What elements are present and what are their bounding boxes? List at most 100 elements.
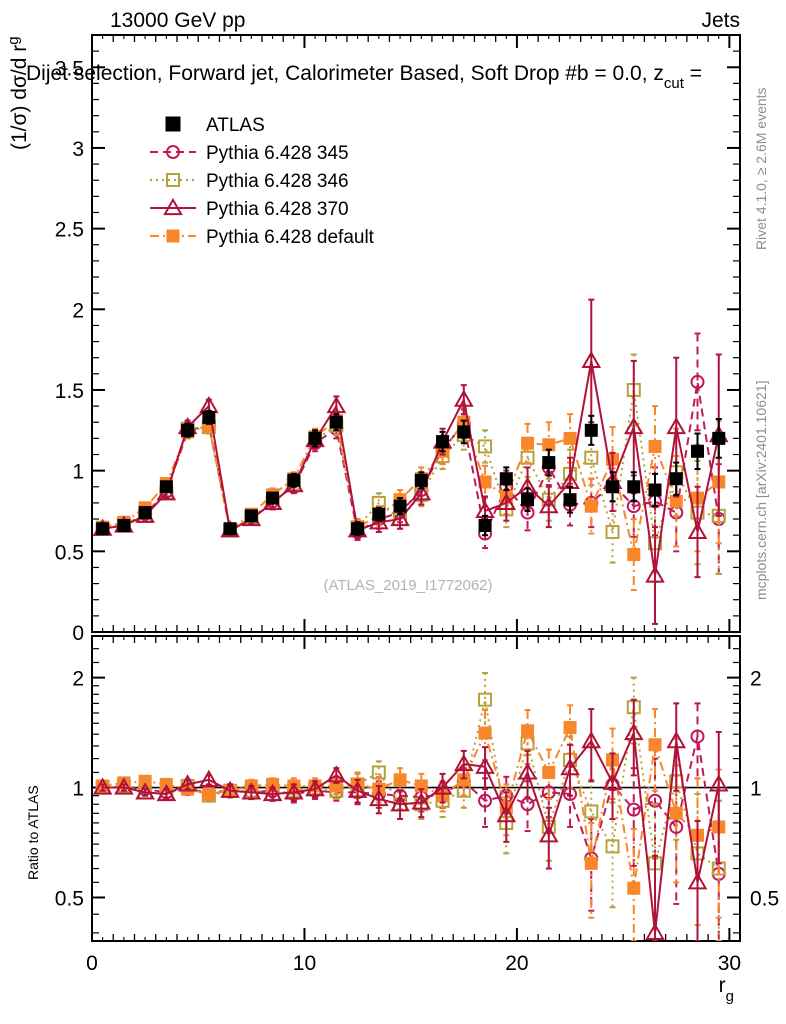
data-point (606, 480, 620, 494)
data-point (626, 802, 641, 817)
data-point (478, 793, 493, 808)
ratio-panel-data (92, 671, 729, 941)
legend-label-p346: Pythia 6.428 346 (206, 171, 349, 192)
data-point (708, 774, 729, 792)
legend-marker-p345 (166, 145, 180, 159)
watermark: (ATLAS_2019_I1772062) (323, 577, 492, 594)
data-point (666, 731, 687, 749)
data-point (287, 473, 301, 487)
data-point (521, 436, 535, 450)
side-annotations: Rivet 4.1.0, ≥ 2.6M events mcplots.cern.c… (753, 87, 769, 600)
data-point (669, 472, 683, 486)
series-line (102, 419, 720, 556)
data-point (538, 825, 559, 843)
data-point (623, 416, 644, 435)
data-point (308, 431, 322, 445)
ratio-series-p370 (92, 698, 729, 941)
data-point (305, 779, 325, 797)
legend-label-p370: Pythia 6.428 370 (206, 199, 349, 220)
ratio-x-ticks: 0 10 20 30 (86, 636, 741, 975)
data-point (627, 548, 641, 562)
data-point (584, 423, 598, 437)
data-point (475, 756, 495, 774)
data-point (478, 726, 492, 740)
data-point (645, 565, 665, 583)
data-point (202, 787, 216, 801)
series-p345 (95, 332, 726, 575)
data-point (517, 762, 538, 780)
data-point (666, 416, 687, 435)
side-text-rivet: Rivet 4.1.0, ≥ 2.6M events (753, 87, 769, 250)
legend-marker-p370 (163, 197, 183, 216)
data-point (691, 444, 705, 458)
data-point (542, 765, 556, 779)
data-point (687, 872, 708, 890)
legend-marker-p346 (166, 173, 180, 187)
data-point (117, 519, 131, 533)
series-line (102, 388, 719, 545)
y-tick-label: 1 (72, 461, 84, 484)
data-point (351, 522, 365, 536)
data-point (687, 521, 708, 540)
data-point (390, 508, 410, 527)
data-point (436, 435, 450, 449)
data-point (411, 483, 432, 501)
data-point (347, 780, 368, 798)
legend-marker-atlas (165, 116, 181, 132)
data-point (605, 839, 620, 854)
data-point (602, 772, 623, 790)
header-row: 13000 GeV pp Jets (110, 9, 740, 32)
data-point (669, 806, 683, 820)
data-point (181, 423, 195, 437)
plot-title: Dijet selection, Forward jet, Calorimete… (26, 62, 702, 92)
y-tick-label: 2.5 (55, 219, 84, 242)
data-point (496, 805, 517, 823)
main-x-ticks (91, 35, 731, 632)
data-point (92, 777, 113, 795)
series-atlas (96, 409, 726, 537)
legend-label-p345: Pythia 6.428 345 (206, 143, 349, 164)
data-point (521, 493, 535, 507)
data-point (645, 922, 665, 940)
data-point (432, 777, 453, 795)
axis-labels: (1/σ) dσ/d rg Ratio to ATLAS rg (5, 36, 734, 1005)
series-line (102, 735, 720, 875)
y-tick-label: 1.5 (55, 380, 84, 403)
header-left-label: 13000 GeV pp (110, 9, 245, 32)
watermark-label: (ATLAS_2019_I1772062) (323, 577, 492, 594)
data-point (266, 491, 280, 505)
data-point (138, 506, 152, 520)
data-point (135, 782, 155, 800)
x-tick-label: 10 (293, 952, 316, 975)
x-tick-label: 30 (718, 952, 741, 975)
data-point (177, 774, 198, 792)
y-tick-label: 2 (72, 299, 84, 322)
data-point (627, 480, 641, 494)
data-point (542, 456, 556, 470)
y-axis-label-main: (1/σ) dσ/d rg (5, 36, 31, 150)
data-point (560, 758, 580, 776)
data-point (648, 738, 662, 752)
data-point (96, 522, 110, 536)
data-point (669, 819, 684, 834)
data-point (584, 804, 599, 819)
data-point (623, 722, 644, 741)
data-point (393, 499, 407, 513)
data-point (326, 765, 347, 783)
data-point (496, 492, 517, 510)
data-point (220, 780, 240, 798)
data-point (499, 472, 513, 486)
series-line (102, 359, 720, 577)
series-p346 (95, 353, 726, 583)
legend-label-atlas: ATLAS (206, 115, 265, 136)
data-point (690, 729, 705, 744)
data-point (244, 509, 258, 523)
series-p370 (92, 298, 729, 625)
data-point (605, 524, 620, 539)
header-right-label: Jets (701, 9, 740, 32)
ratio-y-tick-label: 0.5 (55, 887, 84, 910)
data-point (329, 415, 343, 429)
data-point (584, 450, 599, 465)
data-point (648, 793, 663, 808)
data-point (478, 519, 492, 533)
